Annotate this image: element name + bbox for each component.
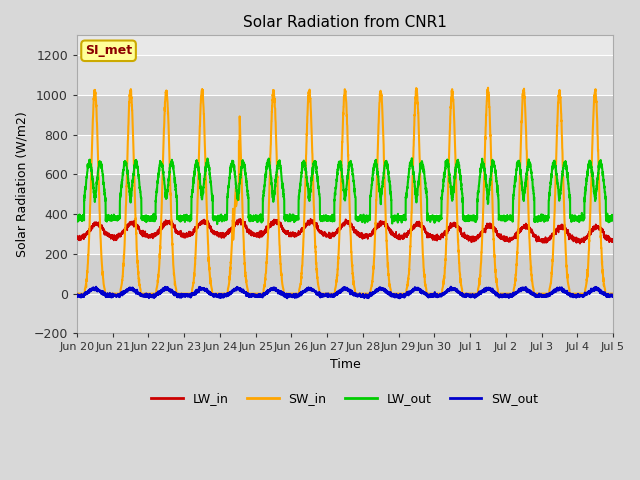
LW_out bbox=[465, 215, 473, 221]
LW_out bbox=[496, 215, 504, 221]
LW_in bbox=[170, 222, 177, 228]
Bar bbox=[77, 174, 613, 214]
SW_out bbox=[465, 292, 473, 298]
LW_out bbox=[609, 217, 617, 223]
LW_out bbox=[325, 214, 333, 220]
LW_out bbox=[609, 217, 616, 223]
SW_in bbox=[609, 291, 617, 297]
Line: LW_in: LW_in bbox=[77, 219, 613, 244]
LW_in bbox=[465, 236, 473, 242]
Bar bbox=[77, 55, 613, 95]
SW_out bbox=[436, 293, 444, 299]
SW_in bbox=[170, 262, 177, 267]
LW_out bbox=[408, 156, 415, 161]
Line: SW_out: SW_out bbox=[77, 287, 613, 298]
Bar bbox=[77, 294, 613, 334]
SW_out bbox=[609, 293, 616, 299]
LW_out bbox=[213, 221, 221, 227]
SW_out bbox=[396, 295, 403, 301]
Y-axis label: Solar Radiation (W/m2): Solar Radiation (W/m2) bbox=[15, 111, 28, 257]
SW_out bbox=[609, 293, 617, 299]
SW_in bbox=[495, 291, 503, 297]
Title: Solar Radiation from CNR1: Solar Radiation from CNR1 bbox=[243, 15, 447, 30]
SW_in bbox=[609, 291, 616, 297]
Legend: LW_in, SW_in, LW_out, SW_out: LW_in, SW_in, LW_out, SW_out bbox=[147, 387, 543, 410]
SW_in bbox=[73, 291, 81, 297]
SW_out bbox=[325, 293, 333, 299]
LW_in bbox=[495, 231, 503, 237]
Bar bbox=[77, 95, 613, 135]
SW_out bbox=[73, 292, 81, 298]
Bar bbox=[77, 214, 613, 254]
LW_in bbox=[73, 235, 81, 241]
LW_out bbox=[436, 217, 444, 223]
SW_in bbox=[435, 291, 443, 297]
SW_in bbox=[465, 291, 473, 297]
LW_in bbox=[576, 241, 584, 247]
Text: SI_met: SI_met bbox=[85, 44, 132, 57]
Bar bbox=[77, 135, 613, 174]
LW_out bbox=[73, 213, 81, 218]
SW_in bbox=[484, 85, 492, 91]
LW_in bbox=[236, 216, 244, 222]
Line: LW_out: LW_out bbox=[77, 158, 613, 224]
SW_out bbox=[447, 284, 455, 289]
X-axis label: Time: Time bbox=[330, 358, 360, 371]
SW_out bbox=[496, 292, 504, 298]
Bar bbox=[77, 254, 613, 294]
LW_in bbox=[609, 239, 617, 244]
SW_in bbox=[325, 291, 333, 297]
LW_in bbox=[436, 234, 444, 240]
SW_out bbox=[170, 289, 177, 295]
LW_in bbox=[325, 229, 333, 235]
LW_out bbox=[170, 162, 177, 168]
LW_in bbox=[609, 239, 616, 245]
Line: SW_in: SW_in bbox=[77, 88, 613, 294]
